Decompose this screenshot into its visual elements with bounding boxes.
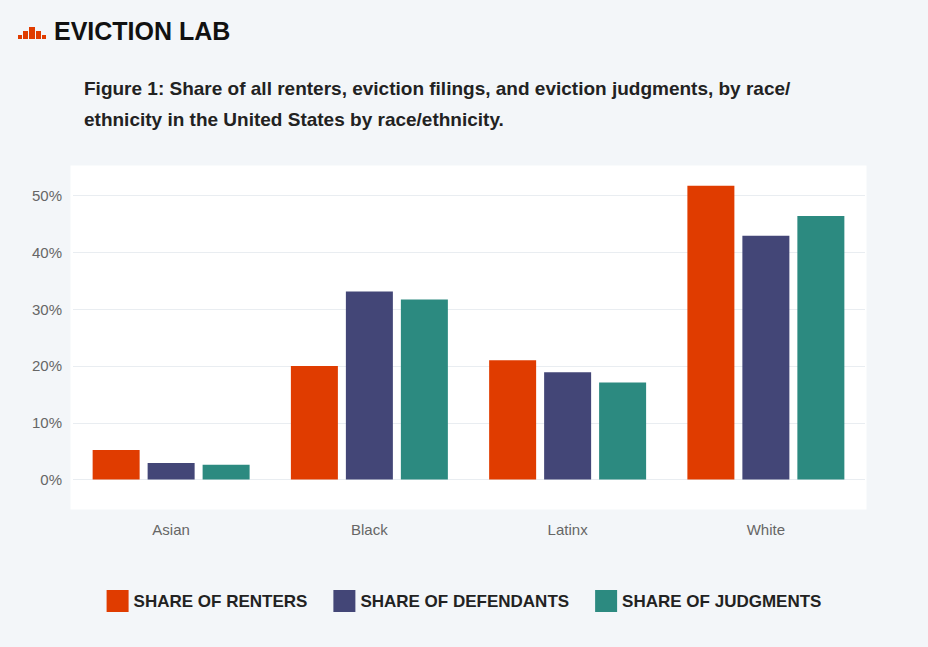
svg-text:White: White bbox=[747, 521, 785, 538]
svg-text:SHARE OF DEFENDANTS: SHARE OF DEFENDANTS bbox=[360, 592, 569, 611]
svg-text:0%: 0% bbox=[40, 471, 62, 488]
svg-text:EVICTION LAB: EVICTION LAB bbox=[54, 17, 230, 45]
svg-text:SHARE OF RENTERS: SHARE OF RENTERS bbox=[134, 592, 308, 611]
svg-text:Latinx: Latinx bbox=[548, 521, 589, 538]
svg-text:Black: Black bbox=[351, 521, 388, 538]
svg-text:30%: 30% bbox=[32, 301, 62, 318]
svg-text:Figure 1: Share of all renters: Figure 1: Share of all renters, eviction… bbox=[84, 78, 791, 99]
svg-text:20%: 20% bbox=[32, 357, 62, 374]
svg-text:50%: 50% bbox=[32, 187, 62, 204]
svg-text:ethnicity in the United States: ethnicity in the United States by race/e… bbox=[84, 109, 504, 130]
svg-text:Asian: Asian bbox=[152, 521, 190, 538]
svg-text:10%: 10% bbox=[32, 414, 62, 431]
svg-text:40%: 40% bbox=[32, 244, 62, 261]
svg-text:SHARE OF JUDGMENTS: SHARE OF JUDGMENTS bbox=[622, 592, 821, 611]
